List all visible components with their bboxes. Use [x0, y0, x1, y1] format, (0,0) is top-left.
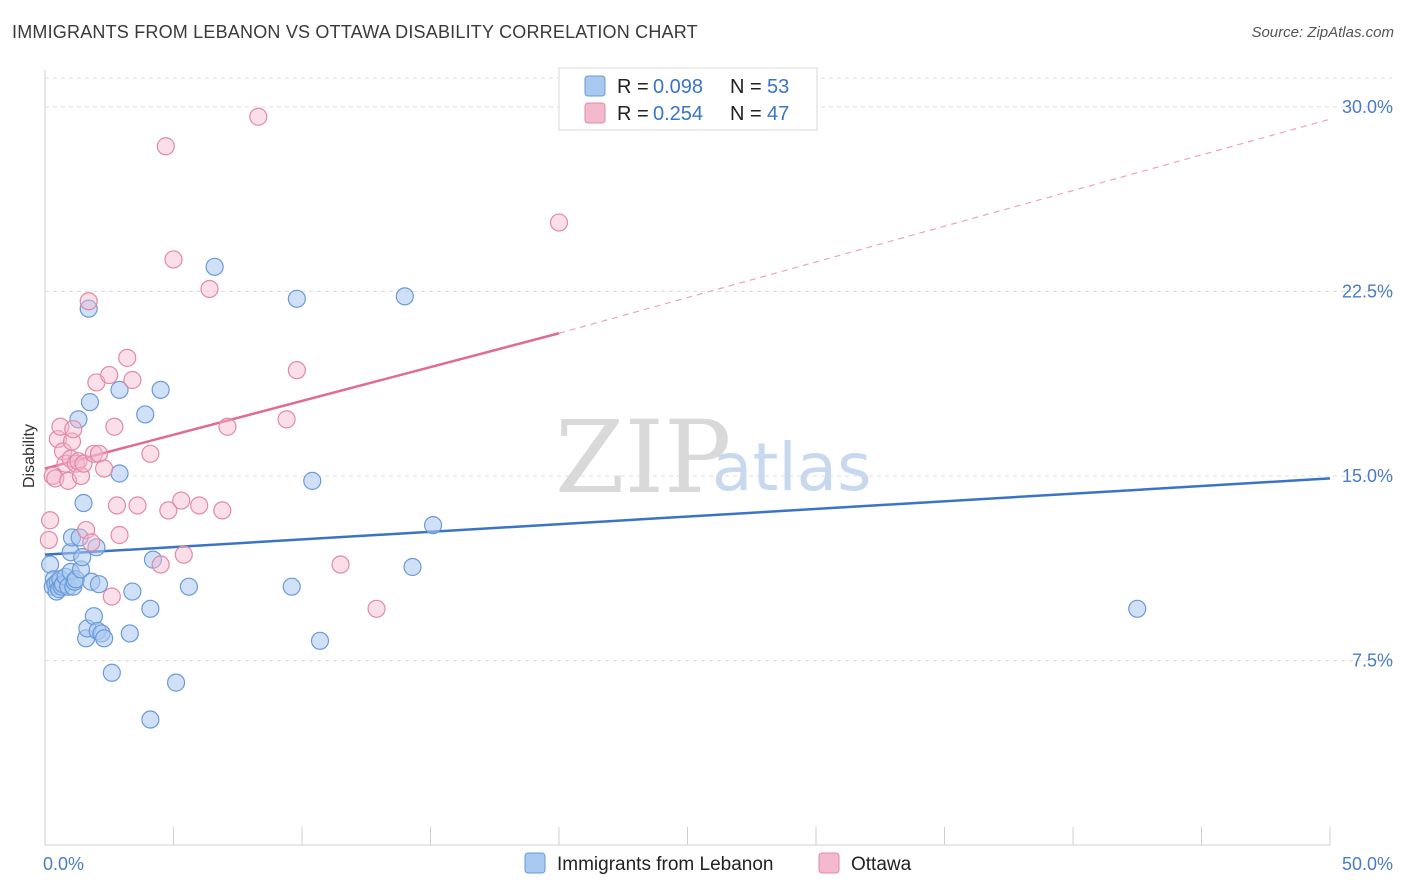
point-lebanon — [395, 287, 414, 306]
point-ottawa — [172, 491, 191, 510]
point-ottawa — [367, 599, 386, 618]
point-lebanon — [73, 548, 92, 567]
point-ottawa — [105, 417, 124, 436]
point-ottawa — [156, 137, 175, 156]
point-ottawa — [159, 501, 178, 520]
series-legend: Immigrants from Lebanon Ottawa — [524, 852, 912, 875]
gridlines — [45, 77, 1392, 661]
point-ottawa — [41, 511, 60, 530]
point-lebanon — [69, 410, 88, 429]
legend-swatch-pink — [584, 102, 606, 124]
point-ottawa — [123, 370, 142, 390]
point-lebanon — [110, 464, 129, 483]
legend-n-value-2: 47 — [767, 103, 789, 125]
data-points — [39, 107, 1147, 729]
x-tick-label: 50.0% — [1342, 854, 1393, 874]
point-ottawa — [249, 107, 268, 126]
point-ottawa — [164, 250, 183, 269]
point-lebanon — [141, 599, 160, 618]
point-lebanon — [166, 673, 186, 692]
point-ottawa — [110, 525, 129, 545]
point-ottawa — [287, 361, 306, 380]
point-lebanon — [303, 471, 322, 490]
point-lebanon — [102, 663, 121, 682]
legend-r-value-2: 0.254 — [653, 103, 703, 125]
point-ottawa — [213, 501, 232, 520]
series-swatch-ottawa — [818, 852, 840, 874]
point-ottawa — [95, 459, 114, 478]
legend-r-label-2: R = — [617, 103, 649, 125]
series-swatch-lebanon — [524, 852, 546, 874]
point-lebanon — [95, 629, 114, 648]
watermark-zip: ZIP — [555, 399, 731, 516]
y-tick-label: 15.0% — [1342, 466, 1393, 486]
chart-title: IMMIGRANTS FROM LEBANON VS OTTAWA DISABI… — [12, 22, 698, 42]
legend-n-label-2: N = — [730, 103, 762, 125]
trend-line-ottawa-extrapolated — [558, 118, 1331, 334]
y-axis-label: Disability — [21, 424, 38, 488]
y-tick-labels: 7.5% 15.0% 22.5% 30.0% — [1342, 97, 1393, 671]
point-ottawa — [100, 365, 119, 385]
point-ottawa — [331, 555, 350, 574]
point-ottawa — [118, 348, 137, 367]
y-tick-label: 22.5% — [1342, 281, 1393, 301]
point-lebanon — [80, 393, 100, 412]
point-ottawa — [84, 444, 103, 463]
point-ottawa — [64, 420, 83, 439]
trend-line-ottawa — [44, 332, 560, 470]
y-tick-label: 7.5% — [1352, 650, 1393, 670]
trend-line-lebanon — [44, 477, 1331, 556]
series-label-ottawa: Ottawa — [851, 854, 912, 875]
point-lebanon — [205, 257, 224, 276]
point-lebanon — [423, 516, 443, 535]
legend-swatch-blue — [584, 75, 606, 97]
point-ottawa — [151, 555, 170, 574]
point-lebanon — [123, 582, 142, 601]
axes — [44, 70, 1331, 846]
y-tick-label: 30.0% — [1342, 97, 1393, 117]
x-tick-label: 0.0% — [43, 854, 84, 874]
legend-r-label-1: R = — [617, 76, 649, 98]
point-lebanon — [136, 405, 155, 424]
trend-lines — [44, 118, 1331, 556]
point-lebanon — [74, 493, 93, 513]
point-lebanon — [89, 575, 109, 594]
legend-r-value-1: 0.098 — [653, 76, 703, 98]
legend-n-label-1: N = — [730, 76, 762, 98]
point-lebanon — [87, 538, 106, 557]
point-lebanon — [141, 710, 160, 729]
watermark-atlas: atlas — [712, 429, 872, 506]
series-label-lebanon: Immigrants from Lebanon — [557, 854, 774, 875]
point-ottawa — [218, 417, 237, 436]
legend-n-value-1: 53 — [767, 76, 789, 98]
point-ottawa — [79, 292, 98, 311]
point-lebanon — [110, 380, 129, 399]
point-ottawa — [549, 213, 569, 232]
point-ottawa — [190, 496, 209, 515]
point-ottawa — [39, 530, 58, 550]
point-lebanon — [120, 624, 139, 643]
x-tick-labels: 0.0% 50.0% — [43, 854, 1393, 874]
point-lebanon — [403, 557, 422, 577]
point-ottawa — [107, 496, 127, 515]
point-lebanon — [1128, 599, 1147, 618]
point-ottawa — [200, 279, 219, 299]
point-ottawa — [141, 444, 160, 463]
point-lebanon — [287, 289, 306, 308]
correlation-legend: R = 0.098 N = 53 R = 0.254 N = 47 — [558, 67, 818, 131]
point-lebanon — [310, 631, 330, 650]
point-ottawa — [128, 496, 147, 515]
point-lebanon — [282, 577, 301, 596]
point-ottawa — [174, 545, 193, 564]
point-ottawa — [277, 410, 296, 429]
point-lebanon — [179, 577, 199, 596]
point-ottawa — [82, 533, 101, 552]
point-lebanon — [70, 528, 89, 547]
point-ottawa — [102, 587, 121, 606]
point-lebanon — [79, 299, 98, 318]
point-lebanon — [151, 380, 170, 399]
source-label: Source: ZipAtlas.com — [1251, 24, 1394, 41]
